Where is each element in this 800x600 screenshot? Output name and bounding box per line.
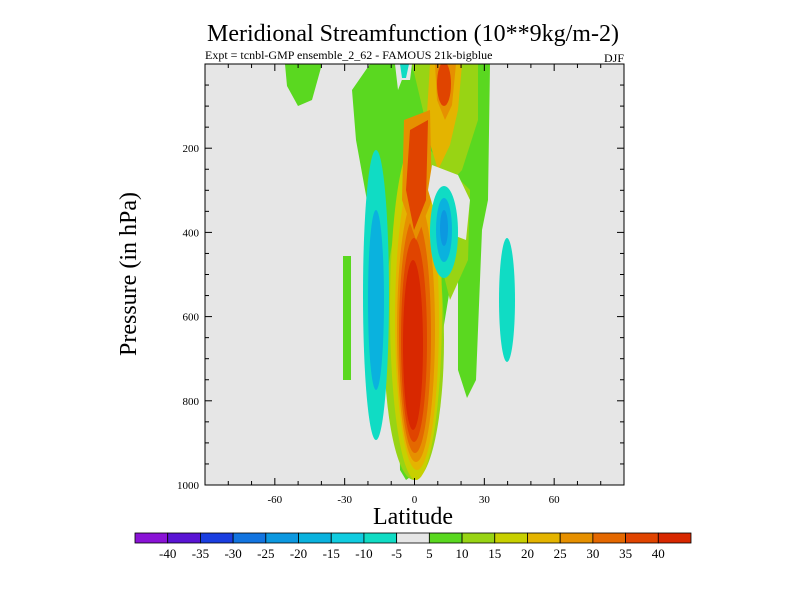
colorbar-label: -20 — [290, 546, 307, 561]
colorbar-swatch — [396, 532, 430, 544]
colorbar-swatch — [134, 532, 169, 544]
colorbar-label: 15 — [488, 546, 501, 561]
colorbar-label: -30 — [224, 546, 241, 561]
x-tick-label: 30 — [479, 494, 491, 506]
contour-region-negative-15 — [368, 210, 384, 390]
colorbar-label: 10 — [456, 546, 469, 561]
x-tick-label: -60 — [267, 494, 282, 506]
contour-region-positive-35 — [437, 64, 451, 106]
contour-region-negative-5 — [499, 238, 515, 362]
colorbar-swatch — [200, 532, 234, 544]
colorbar-swatch — [298, 532, 332, 544]
y-tick-label: 600 — [183, 312, 200, 324]
x-tick-label: -30 — [337, 494, 352, 506]
y-axis-ticks: 200 400 600 800 1000 — [177, 63, 624, 492]
colorbar-swatch — [527, 532, 561, 544]
colorbar-label: -35 — [192, 546, 209, 561]
colorbar: -40 -35 -30 -25 -20 -15 -10 -5 5 10 15 20 25 30 35 40 — [134, 532, 692, 561]
colorbar-swatch — [330, 532, 365, 544]
y-tick-label: 200 — [183, 143, 200, 155]
colorbar-swatch — [625, 532, 659, 544]
contour-region-positive-40 — [403, 260, 423, 430]
contour-region-negative-5 — [400, 64, 409, 78]
y-tick-label: 400 — [183, 227, 200, 239]
colorbar-swatch — [363, 532, 398, 544]
colorbar-label: 35 — [619, 546, 632, 561]
contour-region-positive-5 — [343, 256, 351, 380]
x-axis-ticks: -60 -30 0 30 60 — [204, 64, 625, 506]
x-tick-label: 0 — [412, 494, 418, 506]
x-tick-label: 60 — [549, 494, 561, 506]
colorbar-swatch — [657, 532, 692, 544]
colorbar-label: 40 — [652, 546, 665, 561]
contour-field — [285, 64, 515, 480]
colorbar-swatch — [428, 532, 463, 544]
colorbar-label: -5 — [391, 546, 402, 561]
colorbar-swatch — [461, 532, 496, 544]
season-label: DJF — [604, 51, 624, 65]
colorbar-swatch — [265, 532, 299, 544]
colorbar-swatch — [232, 532, 267, 544]
colorbar-label: 30 — [586, 546, 599, 561]
colorbar-swatch — [494, 532, 528, 544]
y-tick-label: 1000 — [177, 480, 200, 492]
y-axis-label: Pressure (in hPa) — [116, 192, 142, 356]
chart-subtitle: Expt = tcnbl-GMP ensemble_2_62 - FAMOUS … — [205, 48, 492, 62]
y-tick-label: 800 — [183, 396, 200, 408]
colorbar-label: -40 — [159, 546, 176, 561]
colorbar-label: 5 — [426, 546, 433, 561]
colorbar-swatch — [592, 532, 626, 544]
colorbar-label: -25 — [257, 546, 274, 561]
contour-region-positive-5 — [285, 64, 322, 106]
colorbar-label: -10 — [355, 546, 372, 561]
colorbar-swatch — [167, 532, 201, 544]
colorbar-label: 25 — [554, 546, 567, 561]
x-axis-label: Latitude — [373, 504, 453, 530]
contour-region-positive-35 — [406, 120, 428, 230]
colorbar-swatch — [559, 532, 594, 544]
chart-title: Meridional Streamfunction (10**9kg/m-2) — [207, 21, 619, 47]
contour-region-negative-20 — [440, 210, 448, 246]
colorbar-label: -15 — [323, 546, 340, 561]
colorbar-label: 20 — [521, 546, 534, 561]
